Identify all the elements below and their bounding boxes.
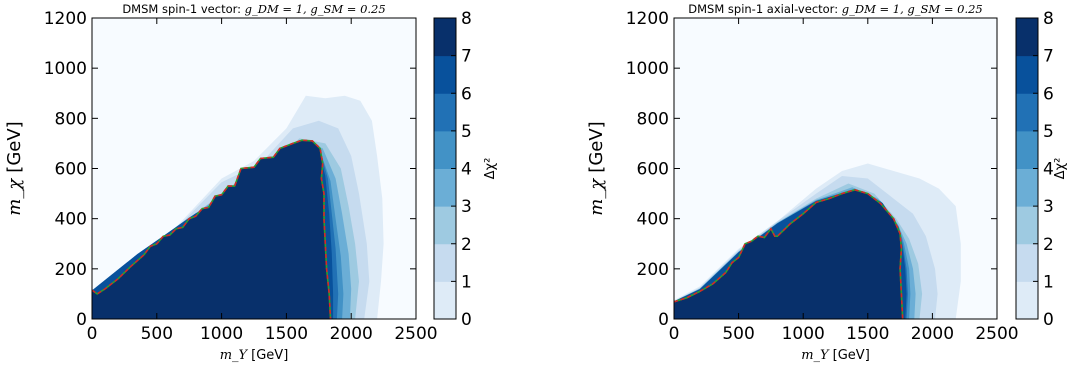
x-tick-label: 1500 bbox=[265, 324, 308, 344]
x-tick-label: 1500 bbox=[846, 324, 889, 344]
colorbar-tick-label: 5 bbox=[1043, 122, 1054, 142]
y-tick-label: 1000 bbox=[44, 59, 87, 79]
x-axis-label-math: m_Y bbox=[801, 348, 830, 363]
colorbar-tick-label: 2 bbox=[1043, 235, 1054, 255]
x-axis-label-math: m_Y bbox=[220, 348, 249, 363]
colorbar-tick-label: 6 bbox=[1043, 84, 1054, 104]
x-axis-label: m_Y [GeV] bbox=[220, 348, 289, 363]
x-tick-label: 2000 bbox=[911, 324, 954, 344]
colorbar-tick-label: 7 bbox=[1043, 47, 1054, 67]
colorbar-tick-label: 4 bbox=[461, 160, 472, 180]
x-tick-label: 0 bbox=[669, 324, 680, 344]
colorbar-tick-label: 5 bbox=[461, 122, 472, 142]
colorbar-tick-label: 1 bbox=[1043, 272, 1054, 292]
y-tick-label: 800 bbox=[55, 109, 87, 129]
colorbar-tick-label: 8 bbox=[1043, 9, 1054, 29]
colorbar-segment bbox=[1016, 169, 1038, 207]
colorbar-segment bbox=[1016, 93, 1038, 131]
chart-title: DMSM spin-1 vector: g_DM = 1, g_SM = 0.2… bbox=[122, 2, 385, 16]
colorbar-segment bbox=[434, 56, 456, 94]
colorbar-tick-label: 8 bbox=[461, 9, 472, 29]
chart-panel-axial-vector: 0 500 1000 1500 2000 250002004006008001000120… bbox=[586, 2, 1068, 363]
colorbar-segment bbox=[434, 244, 456, 282]
y-axis-label: m_χ [GeV] bbox=[4, 121, 25, 215]
x-tick-label: 1000 bbox=[782, 324, 825, 344]
colorbar-label: Δχ² bbox=[1053, 158, 1068, 180]
y-axis-label-unit: [GeV] bbox=[586, 121, 607, 172]
y-axis-label-math: m_χ bbox=[4, 178, 25, 216]
x-tick-label: 2500 bbox=[394, 324, 437, 344]
colorbar-segment bbox=[434, 169, 456, 207]
x-tick-label: 2000 bbox=[330, 324, 373, 344]
y-tick-label: 0 bbox=[658, 310, 669, 330]
x-tick-label: 500 bbox=[141, 324, 173, 344]
colorbar-tick-label: 0 bbox=[461, 310, 472, 330]
colorbar-tick-label: 2 bbox=[461, 235, 472, 255]
chart-panel-vector: 0 500 1000 1500 2000 250002004006008001000120… bbox=[4, 2, 498, 363]
colorbar-segment bbox=[1016, 131, 1038, 169]
colorbar-label: Δχ² bbox=[483, 158, 498, 180]
colorbar-segment bbox=[1016, 281, 1038, 319]
x-tick-label: 2500 bbox=[975, 324, 1018, 344]
colorbar-tick-label: 1 bbox=[461, 272, 472, 292]
y-tick-label: 1000 bbox=[626, 59, 669, 79]
x-tick-label: 1000 bbox=[200, 324, 243, 344]
colorbar-segment bbox=[1016, 18, 1038, 56]
chart-title-prefix: DMSM spin-1 axial-vector: bbox=[688, 2, 842, 16]
y-tick-label: 1200 bbox=[44, 9, 87, 29]
colorbar-tick-label: 7 bbox=[461, 47, 472, 67]
colorbar-tick-label: 0 bbox=[1043, 310, 1054, 330]
y-tick-label: 600 bbox=[55, 160, 87, 180]
colorbar-tick-label: 6 bbox=[461, 84, 472, 104]
colorbar-segment bbox=[1016, 56, 1038, 94]
colorbar-segment bbox=[1016, 244, 1038, 282]
y-tick-label: 800 bbox=[637, 109, 669, 129]
colorbar-segment bbox=[434, 131, 456, 169]
y-tick-label: 400 bbox=[55, 210, 87, 230]
x-tick-label: 500 bbox=[722, 324, 754, 344]
y-tick-label: 400 bbox=[637, 210, 669, 230]
colorbar-segment bbox=[434, 93, 456, 131]
y-tick-label: 600 bbox=[637, 160, 669, 180]
y-tick-label: 0 bbox=[76, 310, 87, 330]
colorbar-tick-label: 3 bbox=[461, 197, 472, 217]
y-tick-label: 200 bbox=[637, 260, 669, 280]
colorbar-tick-label: 3 bbox=[1043, 197, 1054, 217]
colorbar-segment bbox=[434, 281, 456, 319]
x-axis-label: m_Y [GeV] bbox=[801, 348, 870, 363]
colorbar-segment bbox=[434, 206, 456, 244]
colorbar-segment bbox=[1016, 206, 1038, 244]
x-axis-label-unit: [GeV] bbox=[251, 348, 288, 363]
y-axis-label: m_χ [GeV] bbox=[586, 121, 607, 215]
chart-title-math: g_DM = 1, g_SM = 0.25 bbox=[245, 2, 386, 16]
chart-title-prefix: DMSM spin-1 vector: bbox=[122, 2, 244, 16]
y-axis-label-math: m_χ bbox=[586, 178, 607, 216]
colorbar-segment bbox=[434, 18, 456, 56]
chart-title-math: g_DM = 1, g_SM = 0.25 bbox=[842, 2, 983, 16]
chart-title: DMSM spin-1 axial-vector: g_DM = 1, g_SM… bbox=[688, 2, 983, 16]
y-tick-label: 1200 bbox=[626, 9, 669, 29]
y-axis-label-unit: [GeV] bbox=[4, 121, 25, 172]
y-tick-label: 200 bbox=[55, 260, 87, 280]
x-axis-label-unit: [GeV] bbox=[833, 348, 870, 363]
x-tick-label: 0 bbox=[87, 324, 98, 344]
